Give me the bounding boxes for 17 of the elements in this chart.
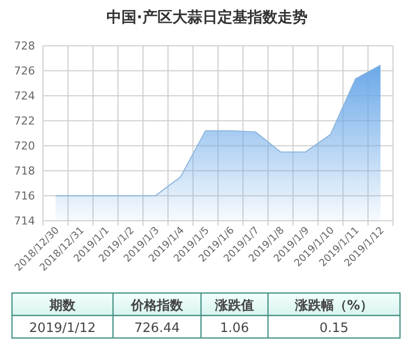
text: 0.15 bbox=[320, 320, 348, 336]
text: 期数 bbox=[48, 298, 76, 314]
text: 1.06 bbox=[220, 320, 249, 336]
text: 价格指数 bbox=[130, 298, 184, 314]
y-tick-label: 726 bbox=[14, 64, 35, 78]
y-tick-label: 722 bbox=[14, 114, 35, 128]
y-tick-label: 728 bbox=[14, 40, 35, 53]
y-tick-label: 716 bbox=[14, 190, 35, 203]
y-tick-label: 718 bbox=[14, 164, 35, 178]
y-tick-label: 720 bbox=[14, 140, 35, 153]
y-tick-label: 724 bbox=[14, 90, 35, 103]
text: 涨跌值 bbox=[214, 298, 254, 314]
text: 2019/1/12 bbox=[29, 320, 96, 336]
y-tick-label: 714 bbox=[14, 214, 35, 228]
chart-title: 中国·产区大蒜日定基指数走势 bbox=[106, 8, 308, 26]
text: 涨跌幅（%） bbox=[294, 298, 374, 314]
text: 726.44 bbox=[134, 320, 180, 336]
